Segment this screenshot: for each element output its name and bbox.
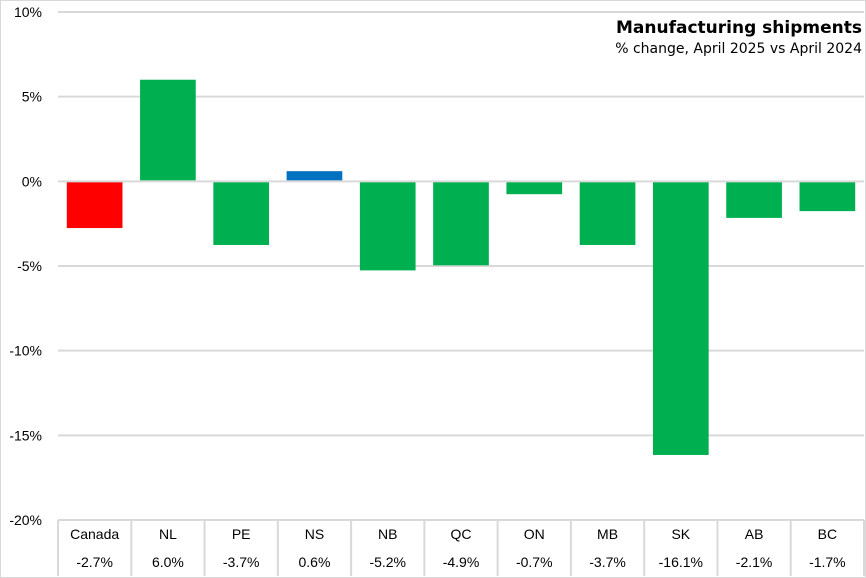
bar-pe [213, 182, 270, 245]
y-tick-label: 0% [22, 173, 42, 189]
value-label: -2.1% [736, 554, 773, 570]
y-tick-label: 5% [22, 89, 42, 105]
bar-on [506, 182, 563, 195]
y-tick-label: -20% [9, 512, 42, 528]
chart-title: Manufacturing shipments [616, 18, 862, 38]
value-label: -16.1% [659, 554, 703, 570]
value-label: -4.9% [443, 554, 480, 570]
y-tick-label: -5% [17, 258, 42, 274]
data-table: Canada -2.7% NL 6.0% PE -3.7% NS 0.6% NB -5.2% QC -… [57, 520, 865, 576]
bar-canada [66, 182, 123, 229]
category-label: NL [159, 526, 177, 542]
bar-sk [652, 182, 709, 455]
category-label: AB [745, 526, 764, 542]
bar-ab [726, 182, 782, 218]
bar-bc [799, 182, 856, 212]
value-label: -0.7% [516, 554, 553, 570]
category-label: BC [818, 526, 837, 542]
value-label: -3.7% [223, 554, 260, 570]
chart-subtitle: % change, April 2025 vs April 2024 [615, 41, 862, 57]
category-label: Canada [70, 526, 119, 542]
bars [66, 79, 856, 455]
category-label: MB [597, 526, 618, 542]
category-label: NB [378, 526, 397, 542]
y-tick-label: -15% [9, 427, 42, 443]
value-label: 6.0% [152, 554, 184, 570]
bar-mb [579, 182, 636, 245]
y-tick-label: 10% [14, 4, 42, 20]
bar-nb [359, 182, 416, 271]
bar-qc [433, 182, 489, 266]
category-label: PE [232, 526, 251, 542]
category-label: NS [305, 526, 324, 542]
value-label: 0.6% [298, 554, 330, 570]
value-label: -3.7% [589, 554, 626, 570]
category-label: QC [451, 526, 472, 542]
bar-nl [140, 79, 196, 181]
bar-ns [286, 171, 343, 181]
value-label: -5.2% [369, 554, 406, 570]
y-axis-ticks: 10% 5% 0% -5% -10% -15% -20% [9, 4, 42, 528]
value-label: -2.7% [76, 554, 113, 570]
y-tick-label: -10% [9, 343, 42, 359]
value-label: -1.7% [809, 554, 846, 570]
category-label: SK [671, 526, 690, 542]
category-label: ON [524, 526, 545, 542]
